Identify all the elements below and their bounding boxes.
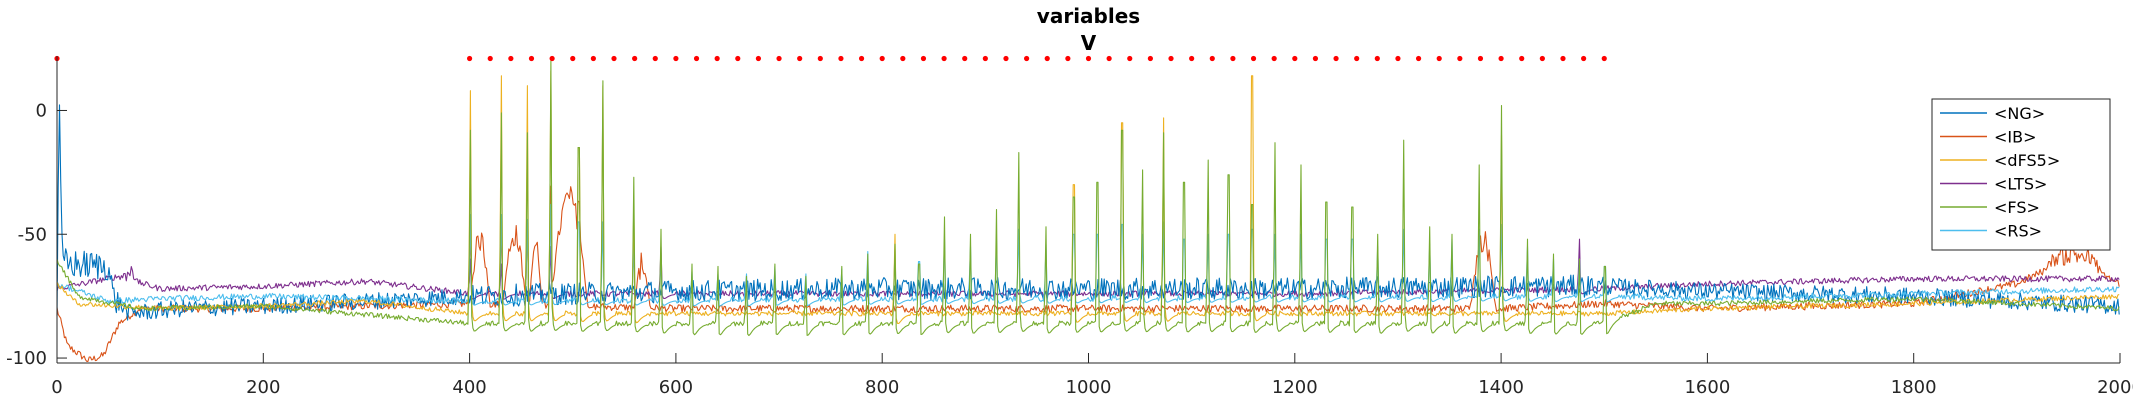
legend-label: <NG> [1994, 104, 2045, 123]
event-marker [1581, 55, 1587, 62]
chart-title-line: variables [1037, 4, 1140, 28]
chart-title-line: V [1081, 31, 1097, 55]
event-marker [1477, 55, 1484, 62]
series-line-ib [56, 185, 2120, 363]
event-marker [879, 55, 885, 62]
event-marker [1354, 55, 1360, 62]
event-marker [817, 55, 823, 62]
x-tick-label: 1800 [1891, 377, 1937, 398]
event-marker [755, 55, 762, 62]
event-marker [1374, 55, 1380, 62]
event-marker [941, 55, 947, 62]
event-marker [735, 55, 741, 62]
y-tick-label: 0 [36, 100, 47, 121]
event-marker [693, 55, 700, 62]
x-tick-label: 1200 [1272, 377, 1318, 398]
x-tick-label: 600 [659, 377, 693, 398]
legend-label: <LTS> [1994, 175, 2047, 194]
y-tick-label: -100 [6, 348, 47, 369]
event-marker [1498, 55, 1504, 62]
y-tick-label: -50 [18, 224, 47, 245]
event-marker [1415, 55, 1422, 62]
event-marker [1333, 55, 1339, 62]
event-marker [1601, 55, 1607, 62]
event-marker [838, 55, 844, 62]
series-line-dfs5 [56, 70, 2120, 325]
event-marker [528, 55, 535, 62]
event-marker [776, 55, 782, 62]
x-tick-label: 1600 [1684, 377, 1730, 398]
event-marker [467, 55, 473, 62]
legend-label: <FS> [1994, 198, 2040, 217]
event-marker [673, 55, 679, 62]
event-marker [1457, 55, 1463, 62]
event-marker [1065, 55, 1071, 62]
event-marker [1292, 55, 1298, 62]
event-marker [1209, 55, 1215, 62]
chart-title: variables V [1037, 4, 1140, 55]
event-marker [487, 55, 493, 62]
event-marker [1044, 55, 1050, 62]
marker-layer [54, 55, 1607, 62]
axes-layer: 0 200 400 600 800 1000 1200 1400 1600 1800 2000 -10… [6, 56, 2133, 398]
event-marker [1189, 55, 1195, 62]
legend: <NG> <IB> <dFS5> <LTS> <FS> <RS> [1931, 98, 2111, 251]
series-line-lts [56, 238, 2120, 300]
series-line-ng [56, 104, 2120, 321]
event-marker [962, 55, 968, 62]
legend-label: <dFS5> [1994, 151, 2060, 170]
x-tick-label: 200 [246, 377, 280, 398]
series-layer [56, 60, 2120, 363]
event-marker [1250, 55, 1257, 62]
event-marker [858, 55, 865, 62]
legend-label: <RS> [1994, 222, 2042, 241]
series-line-fs [56, 60, 2120, 337]
event-marker [1127, 55, 1133, 62]
event-marker [1539, 55, 1545, 62]
event-marker [1106, 55, 1112, 62]
x-tick-label: 1000 [1066, 377, 1112, 398]
event-marker [982, 55, 988, 62]
x-tick-label: 0 [51, 377, 62, 398]
legend-box [1931, 98, 2111, 251]
event-marker [1519, 55, 1525, 62]
x-tick-label: 2000 [2097, 377, 2133, 398]
event-marker [1271, 55, 1277, 62]
event-marker [1085, 55, 1092, 62]
event-marker [632, 55, 638, 62]
event-marker [900, 55, 906, 62]
x-tick-label: 400 [452, 377, 486, 398]
event-marker [1168, 55, 1174, 62]
x-tick-label: 800 [865, 377, 899, 398]
event-marker [920, 55, 927, 62]
event-marker [1003, 55, 1009, 62]
event-marker [549, 55, 555, 62]
event-marker [570, 55, 576, 62]
legend-label: <IB> [1994, 128, 2037, 147]
event-marker [1312, 55, 1319, 62]
event-marker [508, 55, 514, 62]
event-marker [1147, 55, 1153, 62]
event-marker [1024, 55, 1030, 62]
event-marker [797, 55, 803, 62]
event-marker [590, 55, 596, 62]
event-marker [1230, 55, 1236, 62]
event-marker [1395, 55, 1401, 62]
series-line-rs [56, 203, 2120, 307]
x-tick-label: 1400 [1478, 377, 1524, 398]
event-marker [714, 55, 720, 62]
event-marker [611, 55, 617, 62]
event-marker [1560, 55, 1566, 62]
event-marker [1436, 55, 1442, 62]
event-marker [652, 55, 658, 62]
